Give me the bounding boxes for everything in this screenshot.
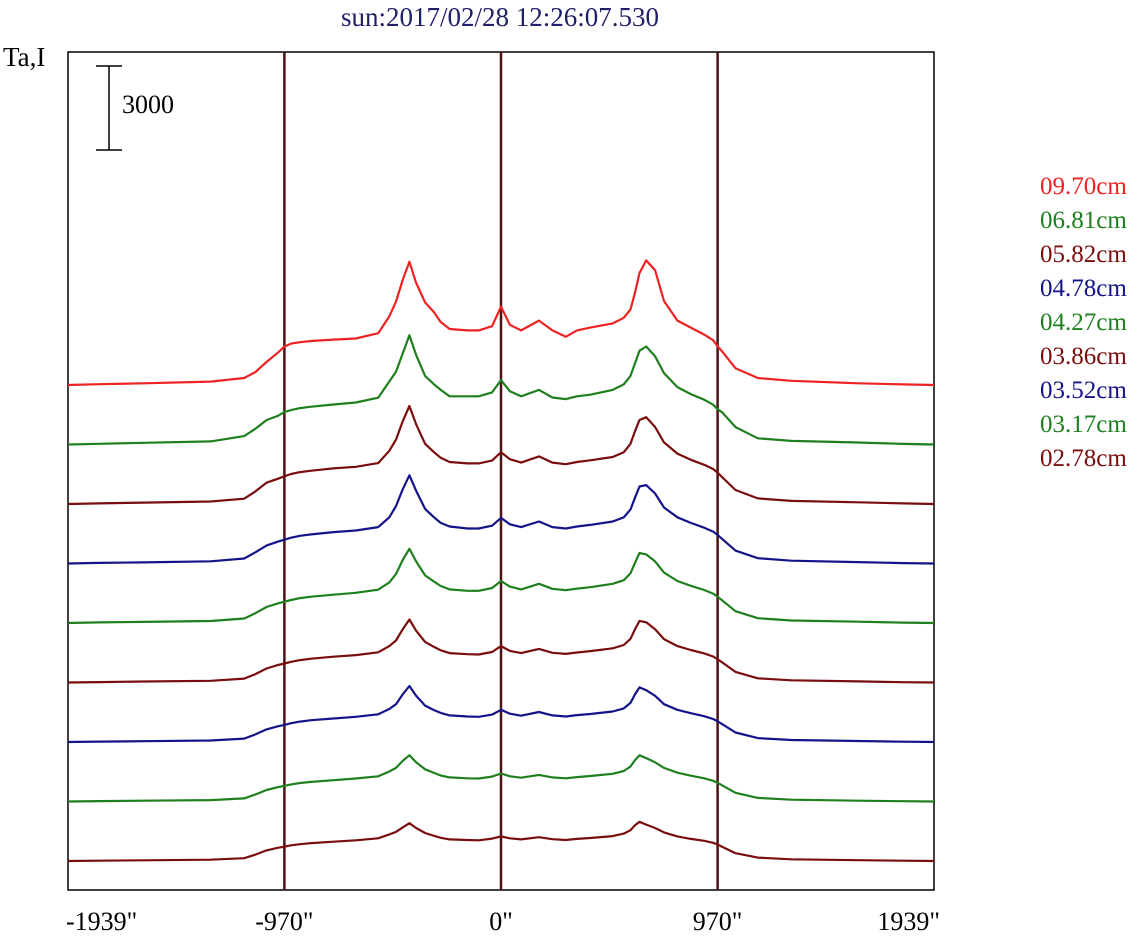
legend: 09.70cm 06.81cm 05.82cm 04.78cm 04.27cm 03.86…: [1040, 170, 1127, 476]
x-tick-label: -1939": [66, 907, 137, 936]
series-line-04.27cm: [67, 547, 935, 625]
series-line-03.86cm: [67, 618, 935, 684]
x-tick-label: 0": [489, 907, 513, 936]
legend-item: 03.17cm: [1040, 411, 1127, 438]
series-line-03.17cm: [67, 754, 935, 803]
x-tick-labels: -1939" -970" 0" 970" 1939": [66, 907, 940, 936]
legend-item: 03.52cm: [1040, 377, 1127, 404]
series-line-05.82cm: [67, 404, 935, 506]
series-line-04.78cm: [67, 474, 935, 565]
series-line-06.81cm: [67, 334, 935, 446]
x-tick-label: 970": [693, 907, 743, 936]
legend-item: 04.27cm: [1040, 309, 1127, 336]
legend-item: 03.86cm: [1040, 343, 1127, 370]
legend-item: 04.78cm: [1040, 275, 1127, 302]
legend-item: 02.78cm: [1040, 445, 1127, 472]
legend-item: 09.70cm: [1040, 173, 1127, 200]
x-tick-label: -970": [255, 907, 313, 936]
series-traces: [67, 259, 935, 863]
legend-item: 06.81cm: [1040, 207, 1127, 234]
scale-bar-label: 3000: [122, 90, 174, 119]
x-tick-label: 1939": [877, 907, 940, 936]
chart-title: sun:2017/02/28 12:26:07.530: [340, 2, 659, 32]
reference-lines: [283, 52, 719, 890]
series-line-02.78cm: [67, 820, 935, 863]
y-axis-label: Ta,I: [3, 42, 46, 72]
scale-bar: 3000: [96, 65, 174, 151]
series-line-03.52cm: [67, 684, 935, 744]
series-line-09.70cm: [67, 259, 935, 387]
legend-item: 05.82cm: [1040, 241, 1127, 268]
